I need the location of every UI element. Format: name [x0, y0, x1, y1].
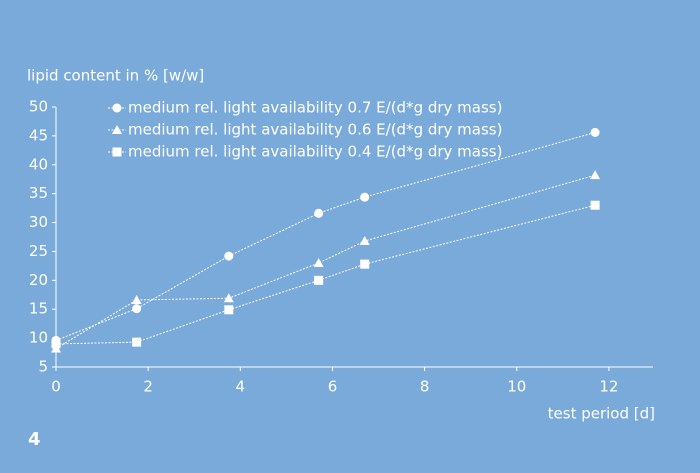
marker: [360, 259, 370, 269]
y-tick-label: 10: [29, 329, 48, 347]
marker: [51, 339, 61, 349]
legend-marker: [112, 125, 122, 134]
marker: [359, 236, 370, 246]
x-axis-label: test period [d]: [548, 405, 655, 423]
x-tick-label: 0: [51, 378, 61, 396]
x-tick-label: 12: [599, 378, 618, 396]
y-axis-label: lipid content in % [w/w]: [27, 67, 204, 85]
x-tick-label: 2: [143, 378, 153, 396]
y-tick-label: 25: [29, 242, 48, 260]
legend-label: medium rel. light availability 0.6 E/(d*…: [128, 121, 502, 139]
legend-label: medium rel. light availability 0.4 E/(d*…: [128, 143, 502, 161]
marker: [132, 337, 142, 347]
series-line: [55, 204, 596, 345]
marker: [132, 304, 142, 314]
y-tick-label: 20: [29, 271, 48, 289]
marker: [314, 208, 324, 218]
marker: [590, 127, 600, 137]
x-tick-label: 6: [328, 378, 338, 396]
series-line: [55, 131, 596, 341]
marker: [223, 293, 234, 303]
marker: [360, 192, 370, 202]
marker: [590, 200, 600, 210]
marker: [224, 251, 234, 261]
y-tick-label: 50: [29, 98, 48, 116]
y-tick-label: 35: [29, 184, 48, 202]
series-line: [55, 174, 596, 349]
y-tick-label: 15: [29, 300, 48, 318]
legend-marker: [112, 147, 122, 157]
y-tick-label: 40: [29, 155, 48, 173]
marker: [590, 170, 601, 180]
legend-label: medium rel. light availability 0.7 E/(d*…: [128, 99, 502, 117]
y-tick-label: 45: [29, 126, 48, 144]
y-tick-label: 5: [38, 358, 48, 376]
marker: [224, 305, 234, 315]
legend-marker: [112, 103, 122, 113]
marker: [314, 275, 324, 285]
x-tick-label: 10: [507, 378, 526, 396]
x-tick-label: 4: [236, 378, 246, 396]
marker: [131, 294, 142, 304]
marker: [313, 258, 324, 267]
y-tick-label: 30: [29, 213, 48, 231]
figure-number: 4: [28, 429, 41, 450]
x-tick-label: 8: [420, 378, 430, 396]
